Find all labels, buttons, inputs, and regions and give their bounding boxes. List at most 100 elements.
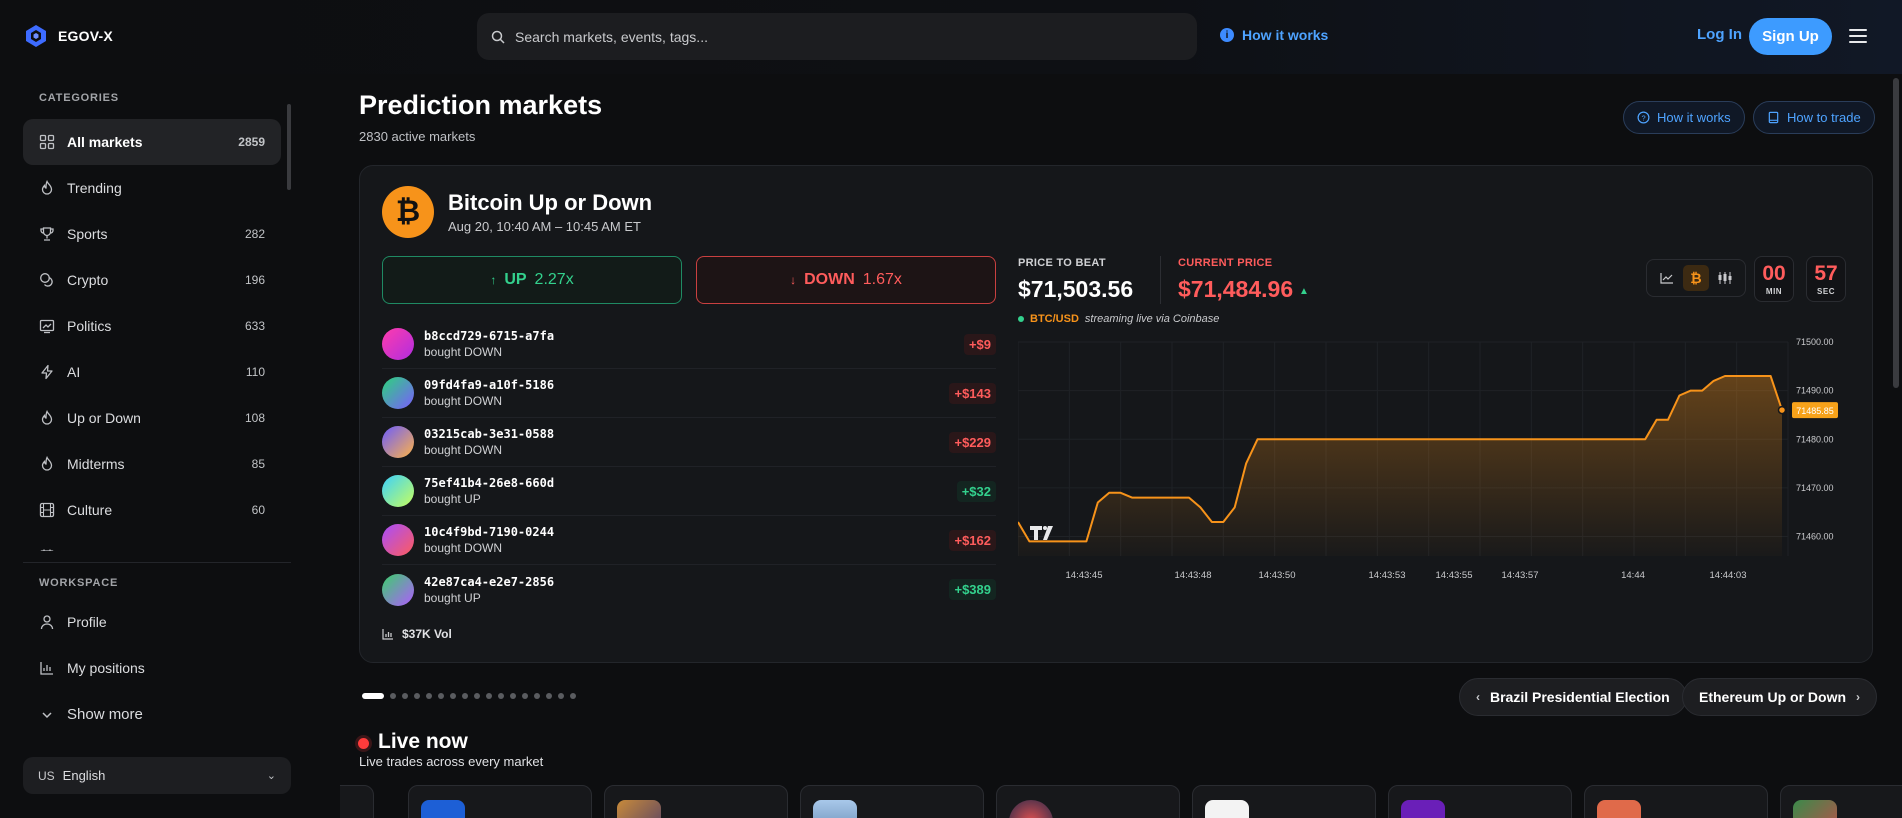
carousel-dot[interactable] <box>546 693 552 699</box>
sidebar-item-label: AI <box>67 364 81 380</box>
sidebar-item-trending[interactable]: Trending <box>23 165 281 211</box>
sidebar-item-crypto[interactable]: Crypto 196 <box>23 257 281 303</box>
carousel-dot[interactable] <box>362 693 384 699</box>
show-more-button[interactable]: Show more <box>39 706 143 723</box>
market-card[interactable] <box>1780 785 1902 818</box>
bitcoin-chart-icon[interactable]: ₿ <box>1682 265 1709 291</box>
market-card[interactable] <box>340 785 374 818</box>
market-thumbnail <box>1009 800 1053 818</box>
sidebar-item-profile[interactable]: Profile <box>39 614 107 630</box>
category-list[interactable]: All markets 2859 Trending Sports 282 Crypto 19… <box>23 119 281 551</box>
market-card[interactable] <box>1192 785 1376 818</box>
bet-down-button[interactable]: ↓ DOWN 1.67x <box>696 256 996 304</box>
trade-amount: +$9 <box>963 333 996 355</box>
trade-action: bought DOWN <box>424 394 503 408</box>
prev-market-button[interactable]: ‹ Brazil Presidential Election <box>1459 678 1687 716</box>
carousel-dot[interactable] <box>474 693 480 699</box>
flame-icon <box>39 180 55 196</box>
sidebar-item-up-or-down[interactable]: Up or Down 108 <box>23 395 281 441</box>
x-tick-label: 14:43:55 <box>1436 570 1473 581</box>
candlestick-icon[interactable] <box>1712 265 1738 291</box>
trade-action: bought UP <box>424 590 481 605</box>
carousel-dot[interactable] <box>390 693 396 699</box>
carousel-dot[interactable] <box>450 693 456 699</box>
user-icon <box>40 615 54 630</box>
bar-chart-icon <box>40 662 53 675</box>
language-select[interactable]: US English ⌄ <box>23 757 291 794</box>
sidebar-item-competitions[interactable]: Competitions 57 <box>23 533 281 551</box>
how-to-trade-label: How to trade <box>1787 110 1861 125</box>
trade-action: bought UP <box>424 492 481 506</box>
market-title[interactable]: Bitcoin Up or Down <box>448 190 653 215</box>
x-tick-label: 14:43:50 <box>1259 570 1296 581</box>
search-input[interactable] <box>515 28 1155 45</box>
page-title: Prediction markets <box>359 90 603 120</box>
carousel-dot[interactable] <box>570 693 576 699</box>
carousel-dot[interactable] <box>426 693 432 699</box>
trade-amount: +$162 <box>949 529 996 551</box>
live-now-subtitle: Live trades across every market <box>359 754 544 769</box>
carousel-dot[interactable] <box>558 693 564 699</box>
carousel-dot[interactable] <box>462 693 468 699</box>
chart-type-toggle[interactable]: ₿ <box>1646 259 1746 297</box>
search-bar[interactable] <box>477 13 1197 60</box>
market-card[interactable] <box>996 785 1180 818</box>
carousel-dot[interactable] <box>522 693 528 699</box>
y-tick-label: 71480.00 <box>1796 434 1834 444</box>
avatar <box>382 377 414 409</box>
sidebar-item-all-markets[interactable]: All markets 2859 <box>23 119 281 165</box>
login-button[interactable]: Log In <box>1697 26 1742 43</box>
carousel-dot[interactable] <box>486 693 492 699</box>
market-card[interactable] <box>800 785 984 818</box>
market-thumbnail <box>813 800 857 818</box>
market-card[interactable] <box>1388 785 1572 818</box>
how-it-works-button[interactable]: ? How it works <box>1623 101 1745 134</box>
market-card[interactable] <box>604 785 788 818</box>
page-scrollbar[interactable] <box>1893 78 1899 388</box>
market-card[interactable] <box>408 785 592 818</box>
sidebar-item-label: Sports <box>67 226 108 242</box>
carousel-dot[interactable] <box>402 693 408 699</box>
show-more-label: Show more <box>67 706 143 723</box>
brand-name: EGOV-X <box>58 28 113 44</box>
sidebar-item-count: 85 <box>251 457 265 471</box>
market-card[interactable] <box>1584 785 1768 818</box>
x-tick-label: 14:43:57 <box>1502 570 1539 581</box>
trade-row: 10c4f9bd-7190-0244 bought DOWN +$162 <box>382 516 996 565</box>
signup-button[interactable]: Sign Up <box>1749 18 1832 55</box>
brand-logo[interactable]: EGOV-X <box>24 24 113 48</box>
carousel-dot[interactable] <box>498 693 504 699</box>
sidebar-item-sports[interactable]: Sports 282 <box>23 211 281 257</box>
sidebar-item-culture[interactable]: Culture 60 <box>23 487 281 533</box>
bet-up-button[interactable]: ↑ UP 2.27x <box>382 256 682 304</box>
how-to-trade-button[interactable]: How to trade <box>1753 101 1875 134</box>
live-markets-strip[interactable] <box>340 785 1902 818</box>
live-dot-icon <box>358 738 369 749</box>
featured-market-card[interactable]: ₿ Bitcoin Up or Down Aug 20, 10:40 AM – … <box>359 165 1873 663</box>
carousel-dot[interactable] <box>414 693 420 699</box>
seconds-label: SEC <box>1817 286 1835 296</box>
menu-icon[interactable] <box>1849 29 1867 43</box>
carousel-dot[interactable] <box>438 693 444 699</box>
market-thumbnail <box>1401 800 1445 818</box>
sidebar-item-ai[interactable]: AI 110 <box>23 349 281 395</box>
carousel-dots[interactable] <box>362 693 576 699</box>
sidebar-item-midterms[interactable]: Midterms 85 <box>23 441 281 487</box>
workspace-heading: WORKSPACE <box>39 577 119 589</box>
price-chart[interactable]: 71485.85 71500.00 71490.00 71480.00 71470.00… <box>1018 334 1858 590</box>
carousel-dot[interactable] <box>510 693 516 699</box>
grid-icon <box>39 134 55 150</box>
line-chart-icon[interactable] <box>1654 265 1680 291</box>
trader-id: 75ef41b4-26e8-660d <box>424 476 555 490</box>
bolt-icon <box>39 364 55 380</box>
chevron-left-icon: ‹ <box>1476 690 1480 704</box>
price-to-beat-label: PRICE TO BEAT <box>1018 257 1106 269</box>
how-it-works-link[interactable]: i How it works <box>1220 27 1328 43</box>
carousel-dot[interactable] <box>534 693 540 699</box>
sidebar-item-politics[interactable]: Politics 633 <box>23 303 281 349</box>
last-price-point <box>1777 405 1787 415</box>
sidebar-scrollbar[interactable] <box>287 104 291 190</box>
sidebar-item-label: Culture <box>67 502 113 518</box>
sidebar-item-positions[interactable]: My positions <box>39 660 145 676</box>
next-market-button[interactable]: Ethereum Up or Down › <box>1682 678 1878 716</box>
